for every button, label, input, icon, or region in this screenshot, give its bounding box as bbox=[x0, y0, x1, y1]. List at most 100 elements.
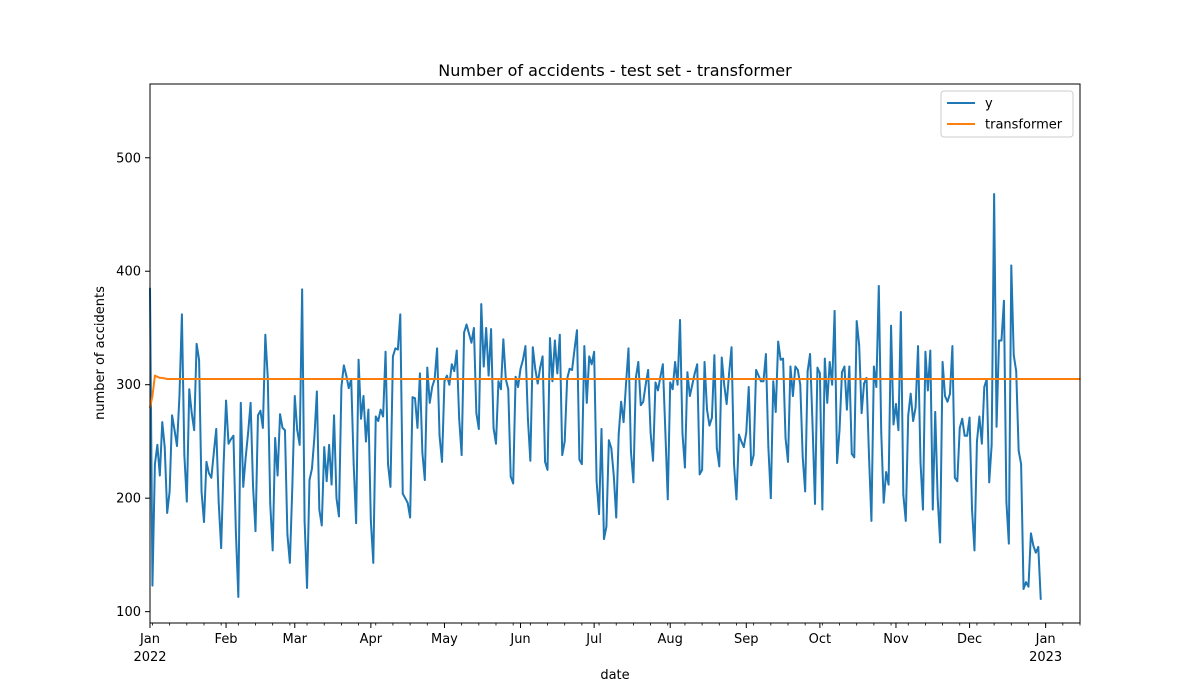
data-point-y-146 bbox=[507, 388, 510, 391]
data-point-y-70 bbox=[320, 524, 323, 527]
data-point-y-262 bbox=[792, 395, 794, 397]
data-point-y-204 bbox=[649, 431, 652, 434]
data-point-y-19 bbox=[195, 342, 198, 345]
data-point-y-25 bbox=[210, 476, 213, 479]
data-point-y-110 bbox=[419, 372, 421, 375]
y-axis-label: number of accidents bbox=[93, 286, 108, 420]
data-point-y-190 bbox=[615, 516, 618, 519]
data-point-y-10 bbox=[173, 429, 176, 431]
plot-area bbox=[149, 83, 1081, 624]
data-point-y-46 bbox=[261, 426, 264, 429]
data-point-y-270 bbox=[811, 423, 814, 426]
data-point-y-228 bbox=[708, 424, 711, 427]
data-point-y-306 bbox=[899, 311, 902, 313]
data-point-y-88 bbox=[365, 440, 367, 443]
data-point-y-156 bbox=[531, 346, 534, 349]
data-point-y-104 bbox=[404, 497, 407, 500]
data-point-y-285 bbox=[848, 365, 851, 368]
x-tick-sublabel-12: 2023 bbox=[1029, 650, 1062, 665]
data-point-y-256 bbox=[777, 340, 780, 343]
data-point-y-75 bbox=[333, 414, 335, 417]
data-point-transformer-6 bbox=[166, 378, 169, 380]
data-point-y-279 bbox=[833, 310, 836, 312]
data-point-y-275 bbox=[823, 357, 826, 360]
data-point-y-352 bbox=[1012, 354, 1015, 357]
data-point-y-186 bbox=[605, 525, 608, 528]
data-point-y-230 bbox=[713, 354, 716, 357]
data-point-y-188 bbox=[610, 447, 613, 450]
data-point-y-35 bbox=[234, 531, 237, 534]
data-point-y-1 bbox=[151, 584, 154, 587]
data-point-y-171 bbox=[568, 367, 571, 370]
data-point-y-196 bbox=[630, 450, 632, 453]
data-point-y-195 bbox=[627, 347, 630, 350]
data-point-y-47 bbox=[264, 333, 267, 336]
data-point-y-211 bbox=[666, 498, 669, 501]
data-point-y-222 bbox=[693, 372, 696, 375]
data-point-y-51 bbox=[274, 437, 277, 439]
data-point-y-215 bbox=[676, 383, 679, 386]
data-point-y-93 bbox=[377, 420, 380, 422]
data-point-y-98 bbox=[389, 485, 392, 488]
data-point-y-68 bbox=[315, 390, 318, 393]
data-point-y-234 bbox=[723, 383, 726, 386]
data-point-y-242 bbox=[742, 446, 745, 449]
data-point-y-123 bbox=[450, 363, 453, 366]
data-point-y-327 bbox=[951, 345, 954, 348]
data-point-y-45 bbox=[259, 409, 262, 412]
data-point-y-164 bbox=[551, 380, 554, 383]
data-point-y-321 bbox=[936, 497, 939, 500]
data-point-y-309 bbox=[907, 414, 910, 417]
data-point-y-330 bbox=[958, 426, 961, 429]
data-point-y-340 bbox=[983, 386, 986, 388]
data-point-y-296 bbox=[875, 386, 878, 388]
data-point-y-34 bbox=[232, 434, 235, 437]
series-layer bbox=[149, 193, 1081, 601]
data-point-y-295 bbox=[872, 365, 875, 368]
data-point-y-107 bbox=[411, 396, 414, 399]
data-point-y-271 bbox=[814, 502, 816, 505]
data-point-y-243 bbox=[745, 431, 748, 434]
data-point-y-355 bbox=[1020, 463, 1023, 466]
data-point-y-137 bbox=[485, 327, 488, 329]
data-point-y-37 bbox=[239, 401, 242, 404]
x-tick-sublabel-0: 2022 bbox=[133, 650, 166, 665]
data-point-y-353 bbox=[1015, 370, 1018, 372]
data-point-y-84 bbox=[355, 522, 358, 525]
data-point-y-61 bbox=[298, 443, 301, 446]
data-point-y-32 bbox=[227, 442, 230, 445]
data-point-y-287 bbox=[853, 456, 856, 459]
legend-label-y: y bbox=[985, 97, 993, 112]
data-point-y-206 bbox=[654, 381, 657, 384]
data-point-y-189 bbox=[612, 474, 615, 477]
x-tick-label-12: Jan bbox=[1035, 632, 1056, 647]
data-point-y-259 bbox=[784, 437, 787, 439]
x-tick-label-0: Jan bbox=[139, 632, 160, 647]
data-point-y-299 bbox=[882, 501, 885, 504]
legend-label-transformer: transformer bbox=[985, 118, 1063, 133]
data-point-y-315 bbox=[922, 508, 924, 511]
data-point-y-16 bbox=[188, 388, 191, 391]
data-point-y-266 bbox=[801, 456, 804, 459]
data-point-y-76 bbox=[335, 497, 338, 500]
data-point-y-338 bbox=[978, 415, 981, 418]
data-point-y-356 bbox=[1022, 588, 1025, 590]
data-point-y-174 bbox=[576, 329, 578, 332]
data-point-y-133 bbox=[475, 412, 478, 414]
data-point-y-54 bbox=[281, 426, 284, 429]
data-point-y-268 bbox=[806, 370, 809, 372]
data-point-y-5 bbox=[161, 421, 164, 424]
data-point-y-144 bbox=[502, 338, 505, 341]
data-point-y-254 bbox=[772, 380, 775, 383]
data-point-y-79 bbox=[342, 364, 345, 367]
data-point-y-216 bbox=[679, 319, 681, 321]
data-point-y-302 bbox=[890, 324, 892, 327]
data-point-y-44 bbox=[257, 414, 259, 417]
data-point-y-117 bbox=[436, 347, 438, 350]
data-point-y-105 bbox=[406, 501, 409, 504]
data-point-y-354 bbox=[1017, 449, 1020, 452]
data-point-y-197 bbox=[632, 481, 635, 484]
data-point-y-74 bbox=[330, 483, 333, 486]
data-point-y-313 bbox=[917, 345, 919, 348]
data-point-y-176 bbox=[580, 463, 583, 466]
